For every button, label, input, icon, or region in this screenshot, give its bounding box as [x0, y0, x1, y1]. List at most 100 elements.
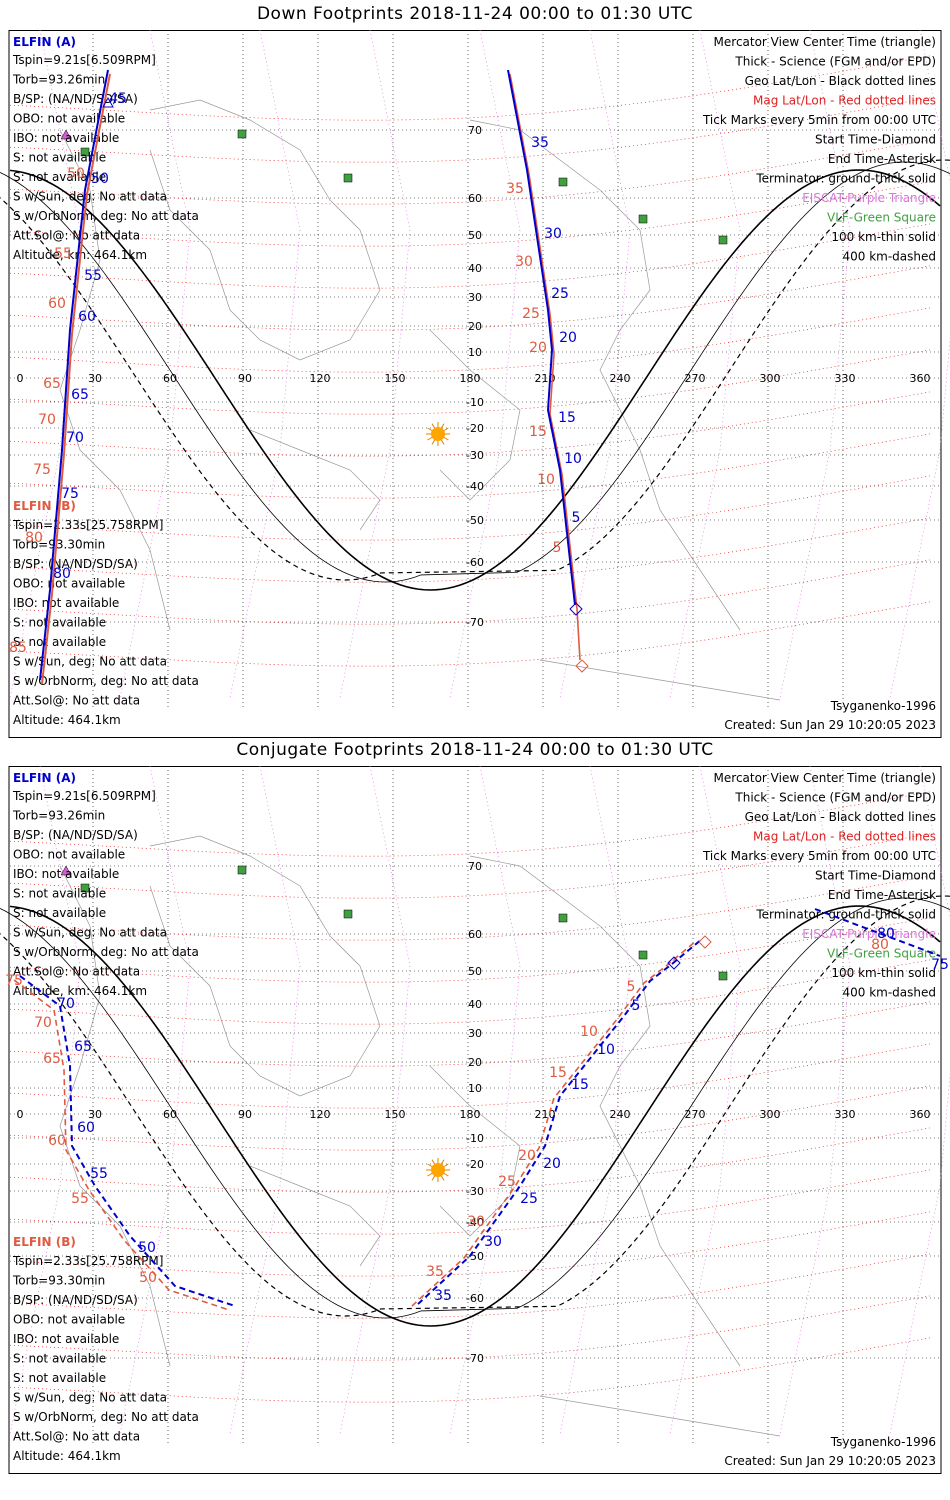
mag-parallel — [9, 791, 931, 857]
coastline — [59, 129, 171, 631]
elfin-a-info: OBO: not available — [13, 112, 125, 126]
track-tick-label: 35 — [426, 1264, 444, 1280]
track-tick-label: 50 — [91, 171, 109, 187]
track-tick-label: 60 — [78, 309, 96, 325]
lat-tick-label: -50 — [466, 1250, 484, 1263]
legend-item: Mag Lat/Lon - Red dotted lines — [753, 830, 936, 844]
lon-tick-label: 90 — [238, 1108, 252, 1121]
map-graticule — [9, 766, 950, 1444]
track-tick-label: 15 — [558, 410, 576, 426]
legend-item: EISCAT-Purple Triangle — [802, 191, 936, 205]
lat-tick-label: 30 — [468, 291, 482, 304]
elfin-b-info: S w/Sun, deg: No att data — [13, 655, 167, 669]
lat-tick-label: 40 — [468, 998, 482, 1011]
lon-tick-label: 60 — [163, 1108, 177, 1121]
lat-tick-label: 60 — [468, 928, 482, 941]
mag-parallel — [9, 55, 931, 121]
elfin-a-info: Tspin=9.21s[6.509RPM] — [12, 789, 156, 803]
vlf-station-marker — [80, 883, 90, 893]
track-tick-label: 45 — [109, 91, 127, 107]
lat-tick-label: -40 — [466, 1216, 484, 1229]
track-tick-label: 30 — [544, 226, 562, 242]
track-tick-label: 55 — [54, 246, 72, 262]
mag-parallel — [9, 433, 931, 499]
vlf-station-marker — [237, 129, 247, 139]
sun-disk — [431, 1163, 445, 1177]
coastline — [539, 1395, 781, 1437]
lat-tick-label: -70 — [466, 616, 484, 629]
elfin-a-track — [417, 938, 703, 1305]
elfin-a-info: Tspin=9.21s[6.509RPM] — [12, 53, 156, 67]
mag-parallel — [9, 181, 931, 247]
elfin-a-info: S: not available — [13, 151, 106, 165]
track-tick-label: 55 — [90, 1166, 108, 1182]
elfin-a-info: IBO: not available — [13, 131, 119, 145]
legend-item: Geo Lat/Lon - Black dotted lines — [745, 74, 936, 88]
elfin-b-track — [509, 73, 581, 661]
track-tick-label: 35 — [531, 135, 549, 151]
elfin-a-info: S: not available — [13, 170, 106, 184]
elfin-b-info: B/SP: (NA/ND/SD/SA) — [13, 1293, 138, 1307]
coastline — [469, 119, 741, 631]
mag-parallel — [9, 1295, 931, 1361]
mag-parallel — [9, 601, 931, 667]
vlf-station-marker — [343, 909, 353, 919]
lon-tick-label: 330 — [835, 372, 856, 385]
mag-parallel — [9, 139, 931, 205]
elfin-a-track — [507, 69, 576, 606]
mag-parallel — [9, 97, 931, 163]
lat-tick-label: 70 — [468, 124, 482, 137]
lon-tick-label: 270 — [685, 1108, 706, 1121]
elfin-b-info: IBO: not available — [13, 1332, 119, 1346]
elfin-b-info: S w/Sun, deg: No att data — [13, 1391, 167, 1405]
lat-tick-label: -30 — [466, 1185, 484, 1198]
model-label: Tsyganenko-1996 — [830, 1435, 936, 1449]
track-tick-label: 5 — [572, 510, 581, 526]
terminator-100km — [0, 161, 950, 583]
elfin-a-info: Torb=93.26min — [12, 73, 105, 87]
mag-parallel — [9, 349, 931, 415]
track-tick-label: 25 — [551, 286, 569, 302]
lat-tick-label: -70 — [466, 1352, 484, 1365]
lat-tick-label: 40 — [468, 262, 482, 275]
mag-parallel — [9, 1085, 931, 1151]
track-tick-label: 55 — [84, 268, 102, 284]
coastline — [149, 99, 381, 361]
lon-tick-label: 120 — [310, 1108, 331, 1121]
legend-item: 100 km-thin solid — [831, 230, 936, 244]
elfin-a-info: S w/OrbNorm, deg: No att data — [13, 945, 199, 959]
track-tick-label: 15 — [529, 424, 547, 440]
elfin-b-info: S: not available — [13, 1352, 106, 1366]
lon-tick-label: 0 — [17, 1108, 24, 1121]
vlf-station-marker — [237, 865, 247, 875]
mag-parallel — [9, 833, 931, 899]
coastline — [149, 835, 381, 1097]
legend-item: EISCAT-Purple Triangle — [802, 927, 936, 941]
track-tick-label: 65 — [71, 387, 89, 403]
lat-tick-label: 70 — [468, 860, 482, 873]
elfin-b-info: OBO: not available — [13, 1313, 125, 1327]
lat-tick-label: 50 — [468, 229, 482, 242]
legend-item: 400 km-dashed — [842, 986, 936, 1000]
track-tick-label: 5 — [627, 979, 636, 995]
mag-parallel — [9, 875, 931, 941]
lon-tick-label: 60 — [163, 372, 177, 385]
elfin-a-info: S: not available — [13, 906, 106, 920]
elfin-a-info: B/SP: (NA/ND/SD/SA) — [13, 828, 138, 842]
sun-icon — [426, 1158, 450, 1182]
elfin-a-info: IBO: not available — [13, 867, 119, 881]
vlf-station-marker — [80, 147, 90, 157]
lat-tick-label: 50 — [468, 965, 482, 978]
track-tick-label: 60 — [77, 1120, 95, 1136]
track-tick-label: 10 — [564, 451, 582, 467]
footprint-tracks: 4550556065707580505560657075808535302520… — [9, 69, 589, 685]
elfin-a-track — [39, 69, 109, 681]
track-tick-label: 60 — [48, 1133, 66, 1149]
track-tick-label: 25 — [522, 306, 540, 322]
track-tick-label: 30 — [515, 254, 533, 270]
track-tick-label: 5 — [632, 998, 641, 1014]
track-tick-label: 80 — [25, 530, 43, 546]
track-tick-label: 25 — [498, 1174, 516, 1190]
track-tick-label: 75 — [5, 973, 23, 989]
track-tick-label: 50 — [139, 1270, 157, 1286]
